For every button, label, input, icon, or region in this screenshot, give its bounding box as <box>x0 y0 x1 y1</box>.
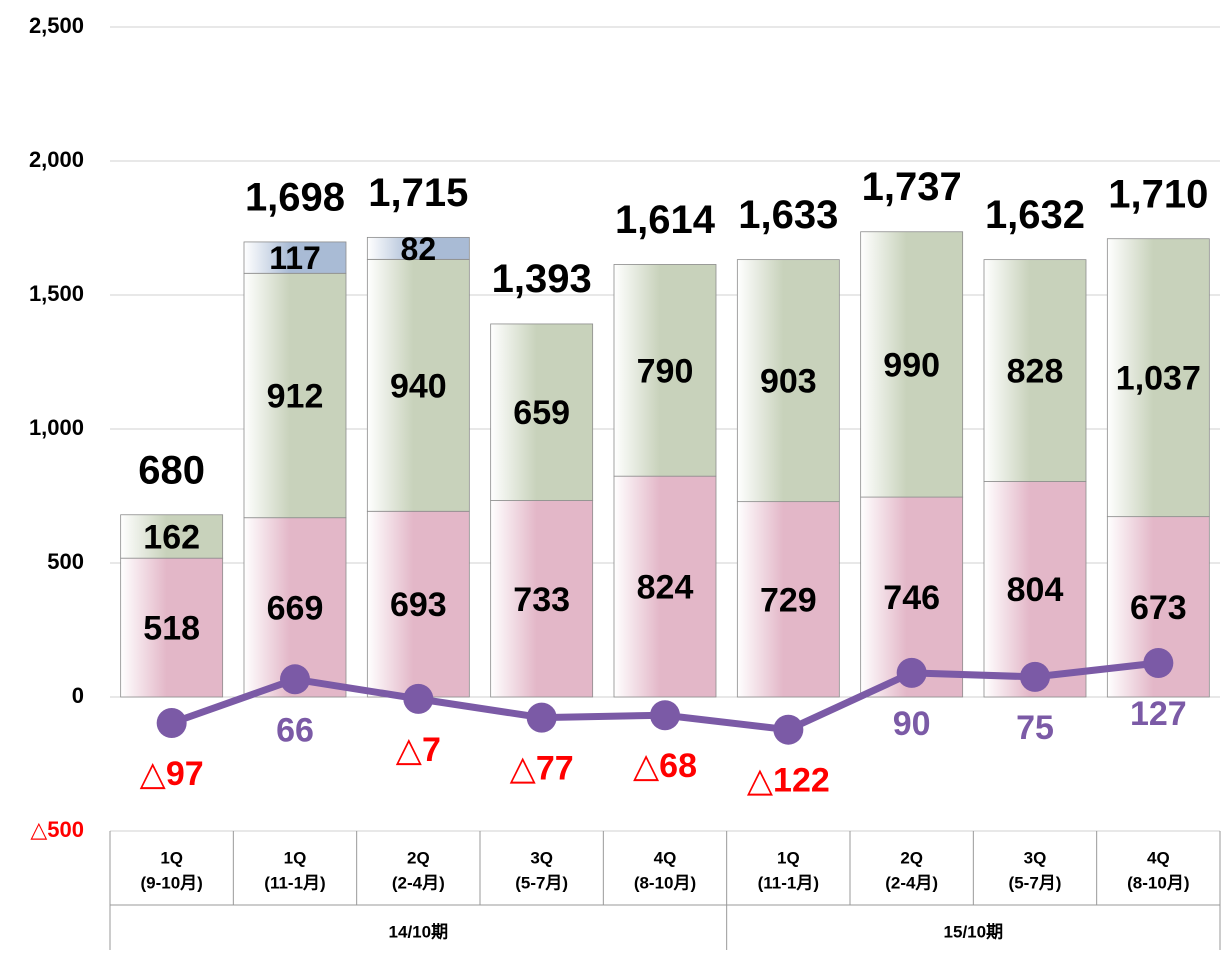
segment-label: 912 <box>267 377 324 415</box>
line-label: △122 <box>747 762 830 800</box>
segment-label: 117 <box>269 240 321 276</box>
total-label: 1,393 <box>492 257 592 301</box>
line-label: △68 <box>633 747 697 785</box>
line-label: 66 <box>276 711 314 749</box>
x-tick-label: 3Q <box>530 848 553 867</box>
x-tick-label: (5-7月) <box>515 873 568 892</box>
line-marker <box>156 707 187 738</box>
group-label: 14/10期 <box>389 922 449 941</box>
y-tick-label: 2,500 <box>29 13 84 38</box>
x-tick-label: 1Q <box>777 848 800 867</box>
bar-segment <box>983 481 1087 698</box>
line-label: △7 <box>396 731 441 769</box>
x-tick-label: (8-10月) <box>1127 873 1189 892</box>
bar-segment <box>613 264 717 477</box>
bar-segment <box>366 510 470 698</box>
line-marker <box>1020 661 1050 692</box>
line-marker <box>650 700 680 731</box>
segment-label: 940 <box>390 367 447 405</box>
segment-label: 162 <box>143 518 200 556</box>
segment-label: 804 <box>1007 571 1064 609</box>
x-tick-label: 4Q <box>1147 848 1170 867</box>
x-tick-label: 3Q <box>1024 848 1047 867</box>
segment-label: 790 <box>637 352 694 390</box>
x-tick-label: 4Q <box>654 848 677 867</box>
y-tick-label: 1,500 <box>29 281 84 306</box>
bar-segment <box>120 557 224 698</box>
total-label: 1,614 <box>615 198 716 242</box>
segment-label: 669 <box>267 589 324 627</box>
line-marker <box>896 657 927 688</box>
x-tick-label: 1Q <box>160 848 183 867</box>
segment-label: 828 <box>1007 353 1064 391</box>
segment-label: 903 <box>760 363 817 401</box>
bar-segment <box>983 259 1087 482</box>
segment-label: 659 <box>513 394 570 432</box>
segment-label: 729 <box>760 581 817 619</box>
line-marker <box>526 702 557 733</box>
y-tick-label: 2,000 <box>29 147 84 172</box>
x-tick-label: (5-7月) <box>1009 873 1062 892</box>
x-tick-label: 1Q <box>284 848 307 867</box>
bar-segment <box>490 323 594 501</box>
y-tick-label: 0 <box>72 683 84 708</box>
segment-label: 1,037 <box>1116 360 1201 398</box>
total-label: 1,698 <box>245 175 345 219</box>
x-tick-label: (8-10月) <box>634 873 696 892</box>
bar-segment <box>243 241 347 274</box>
group-label: 15/10期 <box>944 922 1004 941</box>
line-label: 75 <box>1016 709 1054 747</box>
bar-segment <box>120 514 224 559</box>
line-marker <box>280 664 310 695</box>
line-marker <box>773 714 804 745</box>
x-tick-label: (2-4月) <box>885 873 938 892</box>
total-label: 1,710 <box>1108 172 1208 216</box>
line-label: △77 <box>510 750 574 788</box>
segment-label: 733 <box>513 581 570 619</box>
bar-segment <box>1106 238 1210 518</box>
line-label: △97 <box>140 755 204 793</box>
bar-segment <box>736 501 840 698</box>
line-marker <box>1143 647 1174 678</box>
x-tick-label: (2-4月) <box>392 873 445 892</box>
line-marker <box>403 683 434 714</box>
line-label: 90 <box>893 705 931 743</box>
segment-label: 824 <box>637 569 694 607</box>
x-tick-label: (9-10月) <box>140 873 202 892</box>
segment-label: 518 <box>143 610 200 648</box>
segment-label: 82 <box>401 231 437 267</box>
total-label: 1,737 <box>862 165 962 209</box>
segment-label: 746 <box>883 579 940 617</box>
x-tick-label: 2Q <box>900 848 923 867</box>
y-tick-label: 500 <box>47 549 84 574</box>
x-tick-label: 2Q <box>407 848 430 867</box>
bar-segment <box>366 258 470 512</box>
bar-segment <box>613 475 717 698</box>
segment-label: 693 <box>390 586 447 624</box>
bar-segment <box>243 272 347 519</box>
total-label: 680 <box>138 448 205 492</box>
x-tick-label: (11-1月) <box>264 873 325 892</box>
total-label: 1,633 <box>738 193 838 237</box>
bar-segment <box>860 231 964 498</box>
bar-segment <box>490 500 594 698</box>
bar-segment <box>736 259 840 503</box>
x-tick-label: (11-1月) <box>758 873 819 892</box>
segment-label: 673 <box>1130 589 1187 627</box>
segment-label: 990 <box>883 346 940 384</box>
y-tick-label: △500 <box>30 817 84 842</box>
total-label: 1,632 <box>985 193 1085 237</box>
total-label: 1,715 <box>368 171 468 215</box>
y-tick-label: 1,000 <box>29 415 84 440</box>
bar-segment <box>366 236 470 260</box>
line-label: 127 <box>1130 695 1187 733</box>
